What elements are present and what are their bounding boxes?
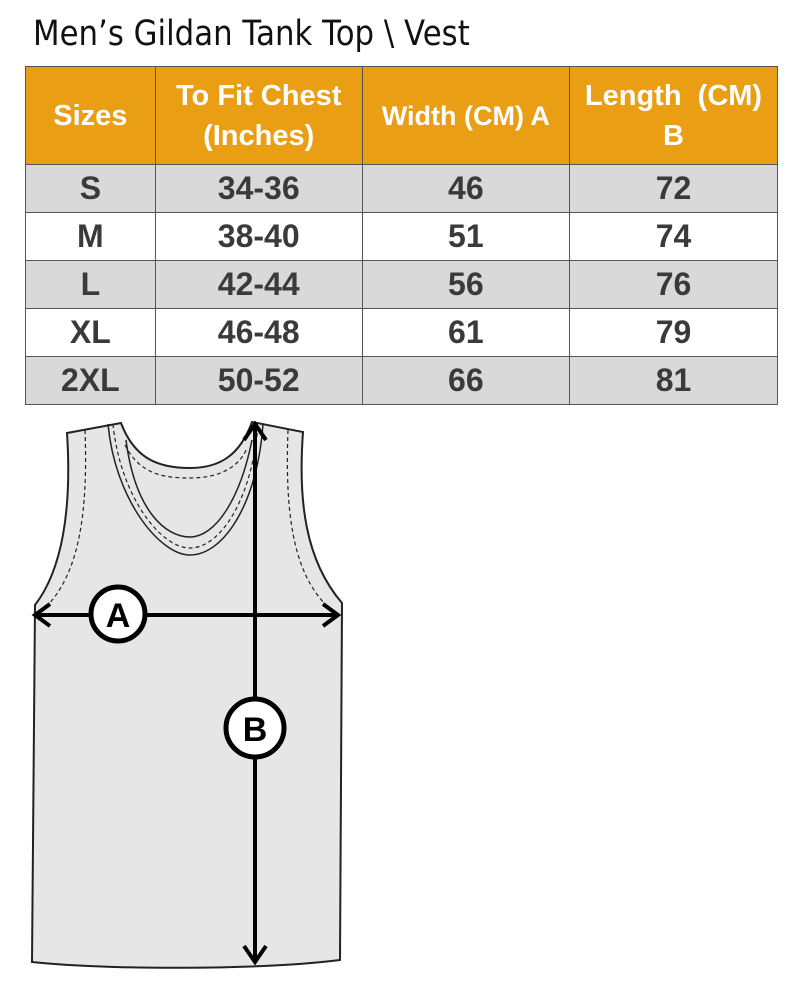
cell: 79	[569, 308, 778, 357]
cell: 74	[569, 212, 778, 261]
chart-title: Men’s Gildan Tank Top \ Vest	[33, 14, 470, 54]
header-length: Length (CM) B	[569, 66, 778, 165]
table-row: 2XL 50-52 66 81	[25, 356, 778, 405]
header-sizes: Sizes	[25, 66, 156, 165]
cell: 50-52	[154, 356, 363, 405]
cell: 72	[569, 164, 778, 213]
cell: 34-36	[154, 164, 363, 213]
cell: 46	[361, 164, 571, 213]
cell: XL	[25, 308, 156, 357]
cell: M	[25, 212, 156, 261]
cell: 66	[361, 356, 571, 405]
label-b-badge: B	[223, 696, 287, 760]
length-arrow-icon	[242, 420, 268, 966]
label-b: B	[243, 711, 268, 749]
table-row: S 34-36 46 72	[25, 164, 778, 213]
cell: S	[25, 164, 156, 213]
table-row: M 38-40 51 74	[25, 212, 778, 261]
cell: 56	[361, 260, 571, 309]
cell: L	[25, 260, 156, 309]
header-chest-text: To Fit Chest (Inches)	[175, 79, 342, 152]
cell: 81	[569, 356, 778, 405]
table-header-row: Sizes To Fit Chest (Inches) Width (CM) A…	[25, 66, 778, 165]
cell: 76	[569, 260, 778, 309]
label-a-badge: A	[88, 584, 148, 644]
cell: 42-44	[154, 260, 363, 309]
header-width: Width (CM) A	[361, 66, 571, 165]
width-arrow-icon	[31, 602, 342, 628]
cell: 51	[361, 212, 571, 261]
cell: 38-40	[154, 212, 363, 261]
cell: 61	[361, 308, 571, 357]
label-a: A	[106, 597, 131, 635]
table-row: L 42-44 56 76	[25, 260, 778, 309]
cell: 2XL	[25, 356, 156, 405]
tank-top-outline-icon	[30, 420, 344, 969]
header-length-text: Length (CM) B	[584, 79, 771, 152]
size-table: Sizes To Fit Chest (Inches) Width (CM) A…	[25, 66, 778, 405]
header-chest: To Fit Chest (Inches)	[154, 66, 363, 165]
table-row: XL 46-48 61 79	[25, 308, 778, 357]
